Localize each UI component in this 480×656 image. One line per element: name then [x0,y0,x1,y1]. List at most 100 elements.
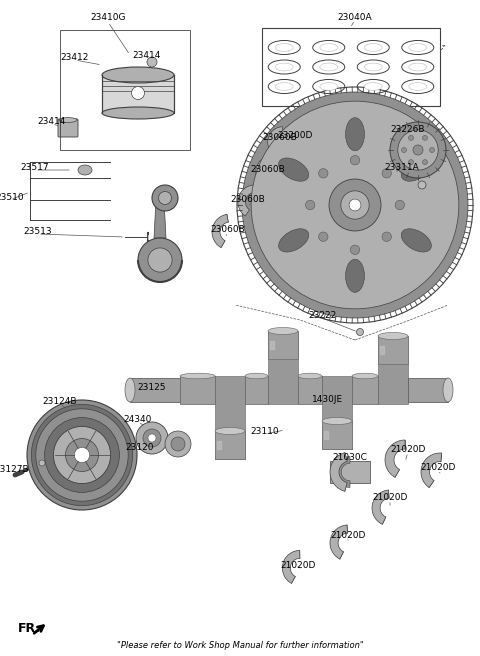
Circle shape [398,130,438,170]
Circle shape [350,245,360,255]
Bar [378,336,408,364]
Circle shape [251,101,459,309]
Ellipse shape [276,63,293,71]
Ellipse shape [346,259,364,293]
Circle shape [401,148,407,152]
Circle shape [45,418,120,493]
Circle shape [39,460,45,466]
Circle shape [158,192,171,205]
Bar [245,376,268,404]
Bar [215,376,245,459]
Bar [322,421,352,449]
Circle shape [305,200,315,210]
Ellipse shape [320,43,337,51]
Ellipse shape [278,158,309,181]
Circle shape [138,238,182,282]
Circle shape [329,179,381,231]
Circle shape [422,159,428,165]
Ellipse shape [322,417,352,424]
Ellipse shape [215,428,245,434]
Ellipse shape [401,229,432,252]
Ellipse shape [276,43,293,51]
Polygon shape [385,440,405,478]
Text: 23127B: 23127B [0,466,29,474]
Ellipse shape [443,378,453,402]
Polygon shape [268,127,283,154]
Bar [378,336,408,404]
Bar [102,75,174,113]
Bar [215,431,245,459]
Text: 23414: 23414 [38,117,66,127]
Ellipse shape [409,63,427,71]
Circle shape [242,92,468,318]
Text: 23311A: 23311A [384,163,420,173]
Circle shape [148,248,172,272]
Text: 21020D: 21020D [280,560,316,569]
Text: 23124B: 23124B [43,398,77,407]
Text: "Please refer to Work Shop Manual for further information": "Please refer to Work Shop Manual for fu… [117,640,363,649]
Circle shape [136,422,168,454]
Polygon shape [335,457,350,487]
Circle shape [143,429,161,447]
Text: 23414: 23414 [133,51,161,60]
Text: 23517: 23517 [21,163,49,173]
FancyBboxPatch shape [58,119,78,137]
Text: 23200D: 23200D [277,131,312,140]
Ellipse shape [320,83,337,91]
Circle shape [27,400,137,510]
Text: 21020D: 21020D [330,531,366,539]
Polygon shape [212,215,228,247]
Bar [262,28,440,106]
Text: 21020D: 21020D [420,464,456,472]
Circle shape [349,199,361,211]
Bar [322,376,352,449]
Ellipse shape [298,373,322,379]
Text: 23040A: 23040A [338,14,372,22]
Text: 21020D: 21020D [372,493,408,502]
Text: FR.: FR. [18,621,41,634]
Text: 23060B: 23060B [230,195,265,205]
Ellipse shape [409,83,427,91]
Text: 24340: 24340 [124,415,152,424]
Polygon shape [330,453,347,491]
Circle shape [171,437,185,451]
Polygon shape [372,490,389,524]
Circle shape [390,122,446,178]
Ellipse shape [364,43,382,51]
Circle shape [148,434,156,442]
Ellipse shape [268,327,298,335]
Text: 21030C: 21030C [333,453,367,462]
Circle shape [422,135,428,140]
Ellipse shape [78,165,92,175]
Circle shape [413,145,423,155]
Text: 23412: 23412 [61,54,89,62]
Polygon shape [256,156,271,186]
Text: 23060B: 23060B [263,134,298,142]
Text: 21020D: 21020D [390,445,426,455]
Circle shape [382,232,391,241]
Text: 23513: 23513 [24,228,52,237]
Ellipse shape [364,83,382,91]
Ellipse shape [125,378,135,402]
Text: 23060B: 23060B [251,165,286,174]
Circle shape [152,185,178,211]
Bar [408,378,448,402]
Ellipse shape [59,117,77,123]
Ellipse shape [320,63,337,71]
Circle shape [53,426,110,483]
Circle shape [132,87,144,100]
Text: 23226B: 23226B [391,125,425,134]
Circle shape [319,232,328,241]
Bar [330,461,370,483]
Bar [268,331,298,404]
Ellipse shape [180,373,215,379]
Circle shape [31,404,132,506]
Ellipse shape [401,158,432,181]
Ellipse shape [352,373,378,379]
Bar [268,331,298,359]
Circle shape [147,57,157,67]
Text: 23410G: 23410G [90,14,126,22]
Circle shape [382,169,391,178]
Text: 23222: 23222 [308,310,336,319]
Polygon shape [154,200,166,238]
